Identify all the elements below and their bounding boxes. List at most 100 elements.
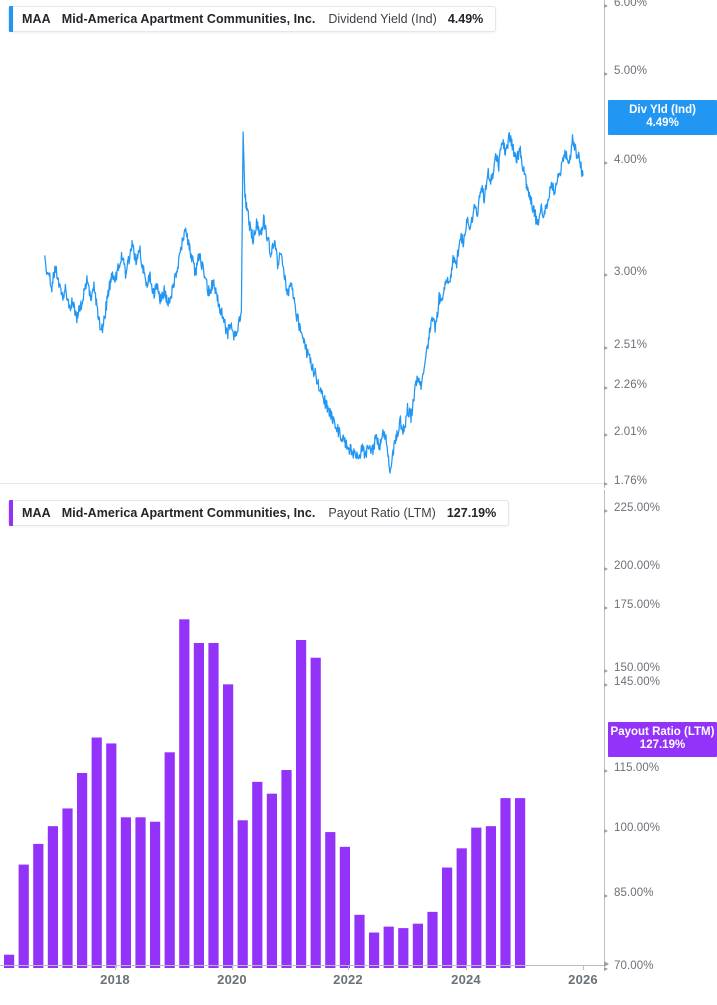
x-axis-label: 2024 <box>451 972 481 987</box>
payout-ratio-bar[interactable] <box>354 914 365 968</box>
payout-ratio-bar[interactable] <box>515 798 526 968</box>
badge-label: Payout Ratio (LTM) <box>610 726 715 738</box>
axis-tick-label: 2.51% <box>614 339 648 351</box>
axis-tick-mark <box>604 481 609 486</box>
x-axis-tick <box>348 965 349 970</box>
axis-tick-label: 5.00% <box>614 65 648 77</box>
axis-tick-label: 2.26% <box>614 379 648 391</box>
bar-chart-svg <box>4 619 526 968</box>
axis-tick-mark <box>604 272 609 277</box>
axis-tick-mark <box>604 508 609 513</box>
line-chart-svg <box>44 131 584 474</box>
axis-tick-label: 70.00% <box>614 960 654 972</box>
payout-ratio-bar[interactable] <box>193 642 204 968</box>
payout-ratio-bar[interactable] <box>485 826 496 968</box>
payout-ratio-bar[interactable] <box>135 817 146 968</box>
legend-accent-bar-blue <box>9 6 13 32</box>
top-axis-spine <box>604 0 605 488</box>
payout-ratio-bar[interactable] <box>47 826 58 968</box>
axis-tick-label: 2.01% <box>614 426 648 438</box>
payout-ratio-panel: MAA Mid-America Apartment Communities, I… <box>0 490 717 1005</box>
axis-tick-label: 225.00% <box>614 502 661 514</box>
axis-tick-mark <box>604 966 609 971</box>
axis-tick-label: 175.00% <box>614 599 661 611</box>
legend-metric-value: 127.19% <box>446 506 497 520</box>
payout-ratio-bar[interactable] <box>18 864 29 968</box>
x-axis-tick <box>232 965 233 970</box>
x-axis-tick <box>583 965 584 970</box>
x-axis-line <box>0 965 604 966</box>
dividend-yield-line-plot[interactable] <box>0 0 604 490</box>
axis-tick-mark <box>604 893 609 898</box>
payout-ratio-bar[interactable] <box>471 827 482 968</box>
payout-ratio-bar[interactable] <box>208 642 219 968</box>
panel-divider <box>0 483 604 484</box>
legend-ticker: MAA <box>22 506 51 520</box>
payout-ratio-bar[interactable] <box>33 843 44 968</box>
payout-ratio-bar[interactable] <box>296 640 307 968</box>
payout-ratio-bar[interactable] <box>456 848 467 968</box>
payout-ratio-bar[interactable] <box>91 737 102 968</box>
payout-ratio-bar[interactable] <box>62 808 73 968</box>
payout-ratio-bar[interactable] <box>442 867 453 968</box>
x-axis-label: 2026 <box>568 972 598 987</box>
x-axis-label: 2018 <box>100 972 130 987</box>
badge-value: 127.19% <box>639 739 686 751</box>
axis-tick-mark <box>604 668 609 673</box>
axis-tick-mark <box>604 3 609 8</box>
payout-ratio-bar[interactable] <box>266 793 277 968</box>
dividend-yield-panel: 6.00% 5.00% 4.00% 3.00% 2.51% 2.26% 2.01% 1.76%… <box>0 0 717 490</box>
payout-ratio-bar[interactable] <box>77 772 88 968</box>
axis-tick-label: 150.00% <box>614 662 661 674</box>
axis-tick-mark <box>604 432 609 437</box>
dividend-yield-line <box>44 131 584 474</box>
payout-ratio-bar[interactable] <box>500 798 511 968</box>
x-axis-label: 2020 <box>217 972 247 987</box>
axis-tick-label: 85.00% <box>614 887 654 899</box>
payout-ratio-bar[interactable] <box>427 911 438 968</box>
axis-tick-mark <box>604 605 609 610</box>
payout-ratio-bar[interactable] <box>325 832 336 968</box>
payout-ratio-bar[interactable] <box>106 743 117 968</box>
payout-ratio-bar[interactable] <box>223 684 234 968</box>
axis-tick-mark <box>604 71 609 76</box>
legend-metric-name: Dividend Yield (Ind) <box>328 12 437 26</box>
legend-metric-value: 4.49% <box>447 12 484 26</box>
payout-ratio-bar[interactable] <box>310 657 321 968</box>
payout-ratio-bar[interactable] <box>412 923 423 968</box>
legend-payout-ratio[interactable]: MAA Mid-America Apartment Communities, I… <box>8 500 510 526</box>
legend-accent-bar-purple <box>9 500 13 526</box>
x-axis-tick <box>115 965 116 970</box>
legend-dividend-yield[interactable]: MAA Mid-America Apartment Communities, I… <box>8 6 497 32</box>
axis-tick-mark <box>604 160 609 165</box>
payout-ratio-bar[interactable] <box>281 770 292 968</box>
payout-ratio-bar[interactable] <box>237 820 248 968</box>
payout-ratio-bar[interactable] <box>339 846 350 968</box>
legend-company-name: Mid-America Apartment Communities, Inc. <box>61 506 316 520</box>
legend-metric-name: Payout Ratio (LTM) <box>328 506 436 520</box>
badge-value: 4.49% <box>646 117 679 129</box>
legend-company-name: Mid-America Apartment Communities, Inc. <box>61 12 316 26</box>
legend-ticker: MAA <box>22 12 51 26</box>
x-axis-label: 2022 <box>333 972 363 987</box>
payout-ratio-bar[interactable] <box>164 752 175 968</box>
payout-ratio-bar[interactable] <box>369 932 380 968</box>
payout-ratio-value-badge: Payout Ratio (LTM) 127.19% <box>608 722 717 757</box>
payout-ratio-bar[interactable] <box>179 619 190 968</box>
payout-ratio-bar[interactable] <box>252 781 263 968</box>
axis-tick-mark <box>604 768 609 773</box>
axis-tick-mark <box>604 828 609 833</box>
payout-ratio-bar[interactable] <box>383 926 394 968</box>
payout-ratio-bar[interactable] <box>398 928 409 968</box>
axis-tick-label: 100.00% <box>614 822 661 834</box>
payout-ratio-bar[interactable] <box>120 817 131 968</box>
x-axis-tick <box>466 965 467 970</box>
axis-tick-label: 200.00% <box>614 560 661 572</box>
payout-ratio-bar[interactable] <box>4 954 15 968</box>
payout-ratio-bar[interactable] <box>150 821 161 968</box>
payout-ratio-bar-plot[interactable] <box>0 490 604 1005</box>
axis-tick-mark <box>604 345 609 350</box>
axis-tick-mark <box>604 682 609 687</box>
axis-tick-label: 4.00% <box>614 154 648 166</box>
bottom-axis-spine <box>604 490 605 966</box>
